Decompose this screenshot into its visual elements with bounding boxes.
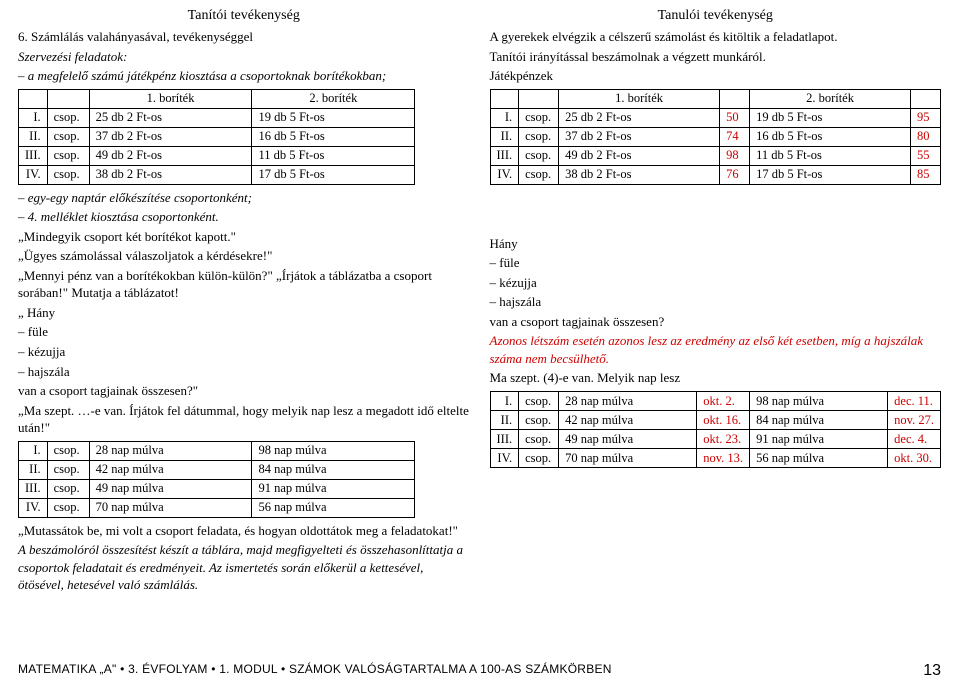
rp3: Játékpénzek [490,67,942,85]
table-row: I.csop.25 db 2 Ft-os5019 db 5 Ft-os95 [490,108,941,127]
rp9: Azonos létszám esetén azonos lesz az ere… [490,332,942,367]
rp10: Ma szept. (4)-e van. Melyik nap lesz [490,369,942,387]
table-row: IV.csop.38 db 2 Ft-os7617 db 5 Ft-os85 [490,165,941,184]
table-row: IV.csop.70 nap múlva56 nap múlva [19,498,415,517]
table-row: I.csop.25 db 2 Ft-os19 db 5 Ft-os [19,108,415,127]
rp7: – hajszála [490,293,942,311]
right-column: Tanulói tevékenység A gyerekek elvégzik … [490,8,942,596]
right-title: Tanulói tevékenység [490,8,942,24]
footer-left: MATEMATIKA „A" • 3. ÉVFOLYAM • 1. MODUL … [18,662,612,680]
p11: „Ma szept. …-e van. Írjátok fel dátummal… [18,402,470,437]
p3: „Mindegyik csoport két borítékot kapott.… [18,228,470,246]
p1: – egy-egy naptár előkészítése csoportonk… [18,189,470,207]
left-title: Tanítói tevékenység [18,8,470,24]
p13: A beszámolóról összesítést készít a tábl… [18,541,470,594]
table-row: IV.csop.38 db 2 Ft-os17 db 5 Ft-os [19,165,415,184]
left-table-2: I.csop.28 nap múlva98 nap múlva II.csop.… [18,441,415,518]
p2: – 4. melléklet kiosztása csoportonként. [18,208,470,226]
p6: „ Hány [18,304,470,322]
table-row: 1. boríték 2. boríték [19,89,415,108]
table-row: II.csop.37 db 2 Ft-os7416 db 5 Ft-os80 [490,127,941,146]
two-column-layout: Tanítói tevékenység 6. Számlálás valahán… [18,8,941,596]
heading-6: 6. Számlálás valahányasával, tevékenység… [18,28,470,46]
right-table-1: 1. boríték 2. boríték I.csop.25 db 2 Ft-… [490,89,942,185]
sub1: Szervezési feladatok: [18,48,470,66]
table-row: I.csop.28 nap múlvaokt. 2.98 nap múlvade… [490,392,941,411]
p7: – füle [18,323,470,341]
table-row: IV.csop.70 nap múlvanov. 13.56 nap múlva… [490,449,941,468]
table-row: III.csop.49 nap múlva91 nap múlva [19,479,415,498]
table-row: 1. boríték 2. boríték [490,89,941,108]
sub2: – a megfelelő számú játékpénz kiosztása … [18,67,470,85]
table-row: III.csop.49 db 2 Ft-os9811 db 5 Ft-os55 [490,146,941,165]
p5: „Mennyi pénz van a borítékokban külön-kü… [18,267,470,302]
rp6: – kézujja [490,274,942,292]
table-row: III.csop.49 db 2 Ft-os11 db 5 Ft-os [19,146,415,165]
rp8: van a csoport tagjainak összesen? [490,313,942,331]
rp2: Tanítói irányítással beszámolnak a végze… [490,48,942,66]
table-row: II.csop.42 nap múlvaokt. 16.84 nap múlva… [490,411,941,430]
table-row: I.csop.28 nap múlva98 nap múlva [19,441,415,460]
table-row: III.csop.49 nap múlvaokt. 23.91 nap múlv… [490,430,941,449]
p8: – kézujja [18,343,470,361]
table-row: II.csop.42 nap múlva84 nap múlva [19,460,415,479]
left-column: Tanítói tevékenység 6. Számlálás valahán… [18,8,470,596]
p12: „Mutassátok be, mi volt a csoport felada… [18,522,470,540]
p4: „Ügyes számolással válaszoljatok a kérdé… [18,247,470,265]
rp5: – füle [490,254,942,272]
p10: van a csoport tagjainak összesen?" [18,382,470,400]
table-row: II.csop.37 db 2 Ft-os16 db 5 Ft-os [19,127,415,146]
page-number: 13 [923,662,941,680]
left-table-1: 1. boríték 2. boríték I.csop.25 db 2 Ft-… [18,89,415,185]
footer: MATEMATIKA „A" • 3. ÉVFOLYAM • 1. MODUL … [18,662,941,680]
rp1: A gyerekek elvégzik a célszerű számolást… [490,28,942,46]
right-table-2: I.csop.28 nap múlvaokt. 2.98 nap múlvade… [490,391,942,468]
rp4: Hány [490,235,942,253]
p9: – hajszála [18,363,470,381]
